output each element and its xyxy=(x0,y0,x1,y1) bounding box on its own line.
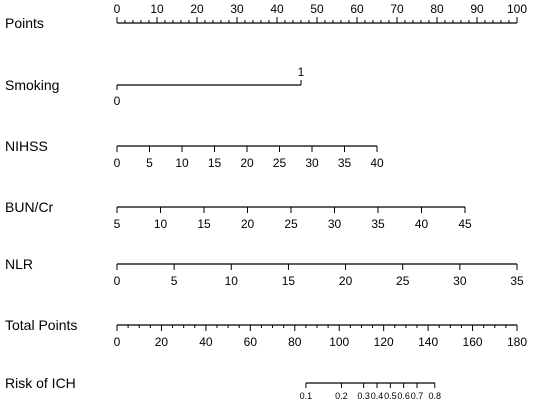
row-points: Points 0 10 20 30 40 50 60 70 80 90 100 xyxy=(5,2,527,31)
tick-label-nlr-20: 20 xyxy=(339,274,353,288)
tick-label-points-20: 20 xyxy=(190,2,204,16)
row-bun-cr: BUN/Cr 5 10 15 20 25 30 35 40 45 xyxy=(5,199,472,231)
row-label-smoking: Smoking xyxy=(5,77,59,93)
tick-label-bun-cr-20: 20 xyxy=(241,217,255,231)
tick-label-bun-cr-30: 30 xyxy=(328,217,342,231)
row-label-nihss: NIHSS xyxy=(5,138,48,154)
tick-label-bun-cr-35: 35 xyxy=(371,217,385,231)
tick-label-total-points-0: 0 xyxy=(114,335,121,349)
row-label-points: Points xyxy=(5,15,44,31)
tick-label-total-points-60: 60 xyxy=(244,335,258,349)
tick-label-total-points-100: 100 xyxy=(329,335,349,349)
tick-label-total-points-180: 180 xyxy=(507,335,527,349)
row-nihss: NIHSS 0 5 10 15 20 25 30 35 40 xyxy=(5,138,384,170)
tick-label-nlr-15: 15 xyxy=(282,274,296,288)
tick-label-bun-cr-15: 15 xyxy=(197,217,211,231)
tick-label-smoking-0: 0 xyxy=(114,94,121,108)
tick-label-nihss-0: 0 xyxy=(114,156,121,170)
tick-label-total-points-40: 40 xyxy=(199,335,213,349)
tick-label-nihss-5: 5 xyxy=(146,156,153,170)
tick-label-points-100: 100 xyxy=(507,2,527,16)
tick-label-nihss-30: 30 xyxy=(305,156,319,170)
tick-label-nihss-25: 25 xyxy=(273,156,287,170)
tick-label-risk-of-ich-0-5: 0.5 xyxy=(384,391,397,401)
tick-label-nihss-20: 20 xyxy=(240,156,254,170)
tick-label-total-points-120: 120 xyxy=(374,335,394,349)
tick-label-nlr-35: 35 xyxy=(510,274,524,288)
tick-label-bun-cr-10: 10 xyxy=(154,217,168,231)
row-risk-of-ich: Risk of ICH 0.1 0.2 0.3 0.4 0.5 0.6 0.7 0.8 xyxy=(5,375,441,401)
tick-label-total-points-140: 140 xyxy=(418,335,438,349)
tick-label-total-points-160: 160 xyxy=(463,335,483,349)
tick-label-nlr-10: 10 xyxy=(225,274,239,288)
tick-label-risk-of-ich-0-2: 0.2 xyxy=(335,391,348,401)
tick-label-risk-of-ich-0-6: 0.6 xyxy=(397,391,410,401)
tick-label-smoking-1: 1 xyxy=(298,65,305,79)
tick-label-nihss-35: 35 xyxy=(338,156,352,170)
row-label-total-points: Total Points xyxy=(5,317,77,333)
tick-label-points-50: 50 xyxy=(310,2,324,16)
row-label-bun-cr: BUN/Cr xyxy=(5,199,54,215)
tick-label-risk-of-ich-0-3: 0.3 xyxy=(357,391,370,401)
row-label-risk-of-ich: Risk of ICH xyxy=(5,375,76,391)
tick-label-points-70: 70 xyxy=(390,2,404,16)
tick-label-total-points-20: 20 xyxy=(155,335,169,349)
tick-label-points-40: 40 xyxy=(270,2,284,16)
tick-label-points-10: 10 xyxy=(150,2,164,16)
tick-label-bun-cr-5: 5 xyxy=(114,217,121,231)
row-total-points: Total Points 0 20 40 60 80 100 120 140 160 180 xyxy=(5,317,527,349)
row-nlr: NLR 0 5 10 15 20 25 30 35 xyxy=(5,256,524,288)
row-smoking: Smoking 0 1 xyxy=(5,65,305,108)
tick-label-points-90: 90 xyxy=(470,2,484,16)
tick-label-nlr-30: 30 xyxy=(453,274,467,288)
tick-label-nihss-40: 40 xyxy=(370,156,384,170)
tick-label-risk-of-ich-0-8: 0.8 xyxy=(429,391,442,401)
tick-label-nlr-25: 25 xyxy=(396,274,410,288)
tick-label-nihss-10: 10 xyxy=(175,156,189,170)
tick-label-bun-cr-25: 25 xyxy=(284,217,298,231)
tick-label-risk-of-ich-0-1: 0.1 xyxy=(300,391,313,401)
tick-label-points-30: 30 xyxy=(230,2,244,16)
tick-label-points-60: 60 xyxy=(350,2,364,16)
tick-label-risk-of-ich-0-7: 0.7 xyxy=(411,391,424,401)
tick-label-bun-cr-45: 45 xyxy=(458,217,472,231)
tick-label-risk-of-ich-0-4: 0.4 xyxy=(371,391,384,401)
tick-label-nlr-5: 5 xyxy=(171,274,178,288)
tick-label-bun-cr-40: 40 xyxy=(415,217,429,231)
row-label-nlr: NLR xyxy=(5,256,33,272)
tick-label-nlr-0: 0 xyxy=(114,274,121,288)
tick-label-nihss-15: 15 xyxy=(208,156,222,170)
tick-label-total-points-80: 80 xyxy=(288,335,302,349)
tick-label-points-0: 0 xyxy=(114,2,121,16)
tick-label-points-80: 80 xyxy=(430,2,444,16)
